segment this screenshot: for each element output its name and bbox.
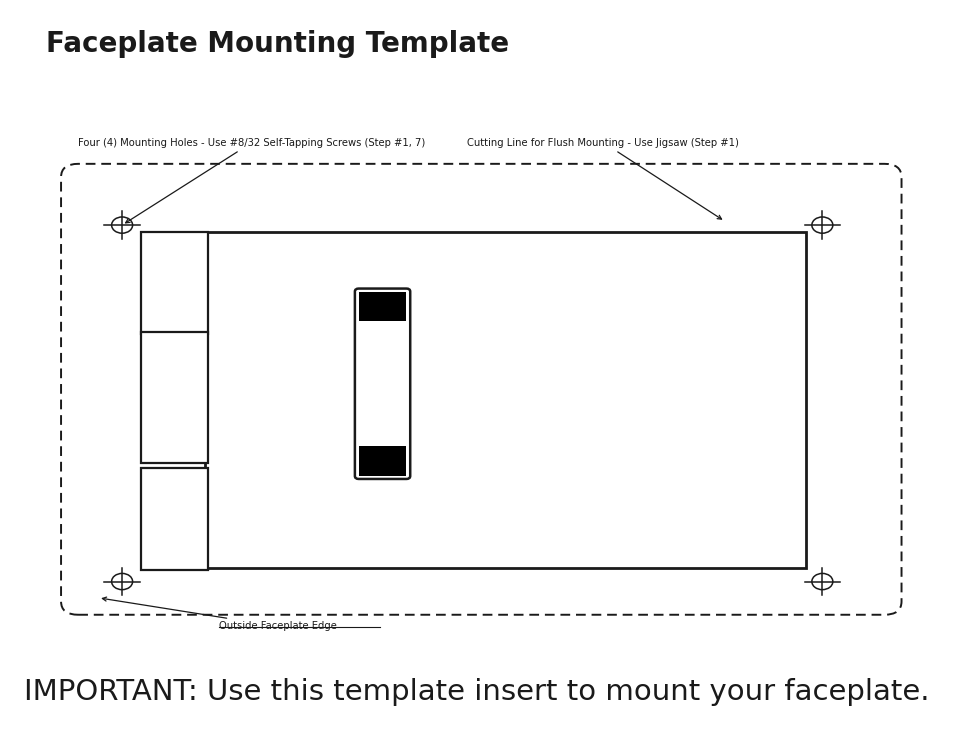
Bar: [205, 232, 805, 568]
Bar: [358, 292, 406, 321]
Text: Outside Faceplate Edge: Outside Faceplate Edge: [102, 597, 337, 632]
Bar: [141, 332, 208, 463]
FancyBboxPatch shape: [355, 289, 410, 479]
Bar: [358, 446, 406, 476]
Bar: [141, 232, 208, 334]
Text: Cutting Line for Flush Mounting - Use Jigsaw (Step #1): Cutting Line for Flush Mounting - Use Ji…: [467, 137, 739, 219]
Text: Faceplate Mounting Template: Faceplate Mounting Template: [46, 30, 508, 58]
Text: Four (4) Mounting Holes - Use #8/32 Self-Tapping Screws (Step #1, 7): Four (4) Mounting Holes - Use #8/32 Self…: [78, 137, 425, 223]
Text: IMPORTANT: Use this template insert to mount your faceplate.: IMPORTANT: Use this template insert to m…: [24, 678, 929, 706]
Bar: [141, 468, 208, 570]
